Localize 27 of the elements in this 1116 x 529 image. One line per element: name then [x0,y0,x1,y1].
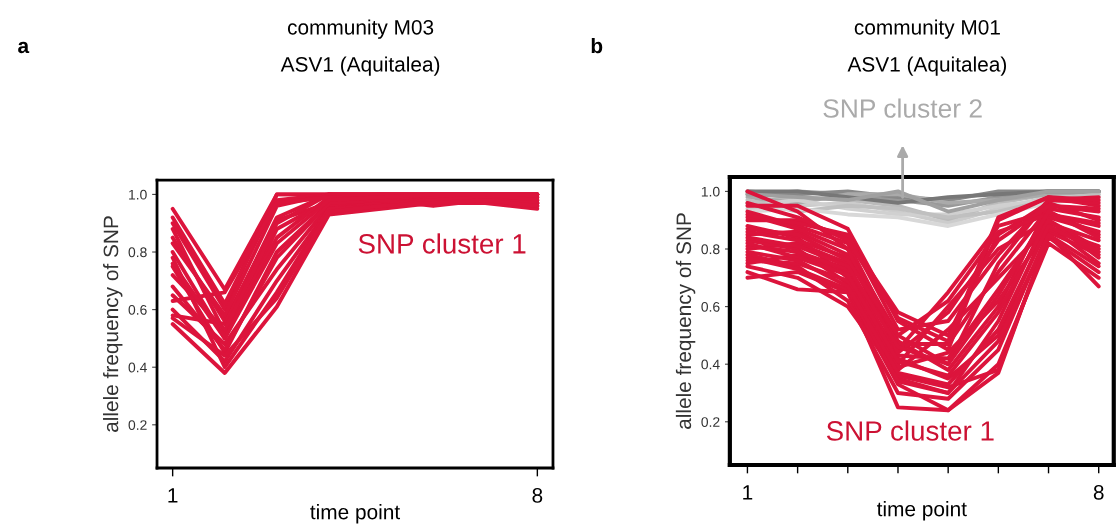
text: SNP cluster 2 [823,98,982,118]
annotation: SNP cluster 1 [826,420,994,441]
x-tick-label: 8 [1093,484,1104,500]
y-tick-label: 0.2 [701,417,720,427]
chart-subtitle: ASV1 (Aquitalea) [847,56,1007,76]
x-axis-title: time point [876,501,967,521]
y-axis-title: allele frequency of SNP [675,213,696,429]
chart-subtitle: ASV1 (Aquitalea) [280,56,440,76]
x-tick-label: 1 [743,485,753,500]
y-tick-label: 0.4 [128,362,147,373]
y-tick-label: 0.2 [128,420,147,430]
chart-title: community M01 [854,19,1000,39]
text: a [18,41,30,54]
x-tick-label: 8 [532,488,543,503]
chart-title: community M03 [287,19,434,39]
y-tick-label: 0.8 [701,244,720,255]
annotation: SNP cluster 1 [358,233,526,254]
y-tick-label: 1.0 [701,186,720,197]
x-axis-title: time point [310,504,401,524]
y-tick-label: 0.6 [128,304,147,315]
y-axis-title: allele frequency of SNP [103,216,123,432]
text: b [591,37,603,54]
y-tick-label: 0.4 [701,359,720,370]
x-tick-label: 1 [168,488,178,503]
y-tick-label: 0.6 [701,301,720,312]
y-tick-label: 1.0 [129,189,147,200]
y-tick-label: 0.8 [128,247,147,258]
